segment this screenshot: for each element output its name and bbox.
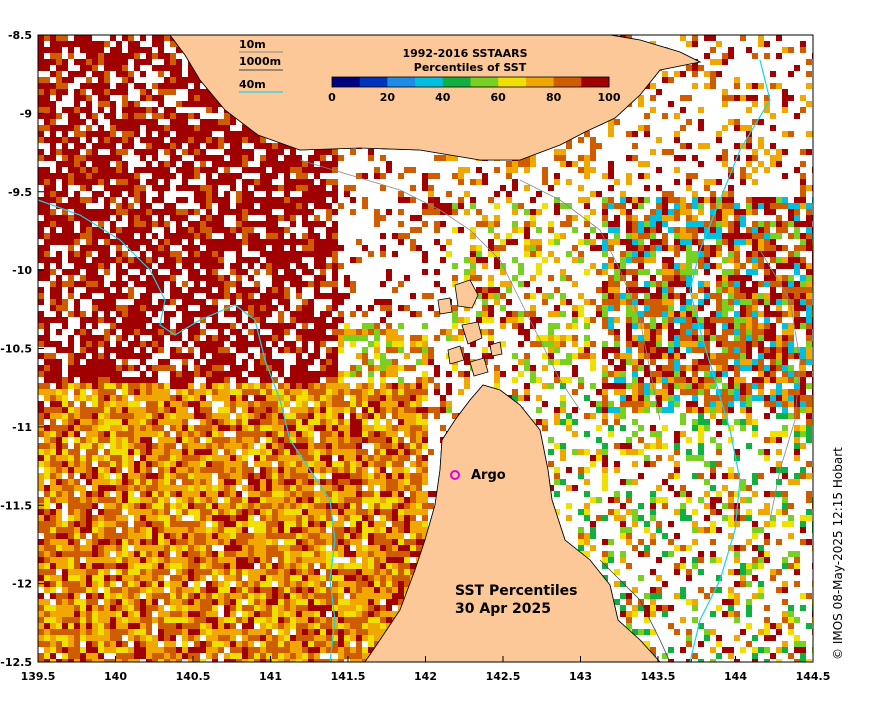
contour-10m-line [299,159,581,411]
colorbar-cell [359,77,388,87]
colorbar-cell [415,77,444,87]
colorbar-tick-label: 80 [546,91,562,104]
colorbar-title-line1: 1992-2016 SSTAARS [402,47,527,60]
argo-label: Argo [471,468,506,483]
x-tick-label: 142 [414,670,437,683]
contour-legend-label-40m: 40m [239,78,266,91]
x-tick-label: 141 [259,670,282,683]
y-tick-label: -10.5 [0,343,32,356]
contour-10m-line [519,179,661,421]
colorbar-tick-label: 40 [435,91,451,104]
island [469,357,489,377]
x-tick-label: 143.5 [641,670,676,683]
contour-1000m-line [599,559,671,662]
contour-40m-line [689,59,771,662]
y-tick-label: -9 [20,107,32,120]
x-tick-label: 144 [724,670,747,683]
colorbar-ticks: 0 20 40 60 80 100 [328,91,621,104]
y-tick-label: -11.5 [0,499,32,512]
x-tick-label: 142.5 [486,670,521,683]
x-tick-label: 144.5 [796,670,831,683]
x-tick-label: 140.5 [176,670,211,683]
y-tick-label: -12 [12,578,32,591]
colorbar-cells [332,77,610,87]
contour-legend-label-1000m: 1000m [239,55,281,68]
panel-title-line1: SST Percentiles [455,583,578,599]
y-tick-label: -12.5 [0,656,32,669]
colorbar-tick-label: 60 [491,91,507,104]
colorbar-tick-label: 0 [328,91,336,104]
y-tick-label: -9.5 [8,186,32,199]
colorbar-cell [581,77,610,87]
island [461,321,483,345]
contour-40m-line [38,199,336,662]
colorbar-cell [525,77,555,87]
colorbar-cell [387,77,416,87]
colorbar-cell [498,77,527,87]
x-tick-label: 143 [569,670,592,683]
colorbar-cell [332,77,361,87]
island [437,297,453,315]
colorbar-tick-label: 20 [380,91,396,104]
contour-legend-label-10m: 10m [239,38,266,51]
y-tick-label: -11 [12,421,32,434]
x-tick-label: 141.5 [331,670,366,683]
imos-credit: © IMOS 08-May-2025 12:15 Hobart [831,447,845,660]
panel-title-line2: 30 Apr 2025 [455,601,551,617]
colorbar-frame [331,76,610,88]
x-axis: 139.5 140 140.5 141 141.5 142 142.5 143 143.5 144… [21,656,831,683]
island [447,345,465,365]
y-tick-label: -10 [12,264,32,277]
colorbar-cell [553,77,582,87]
colorbar-cell [442,77,471,87]
island [454,279,479,309]
colorbar: 1992-2016 SSTAARS Percentiles of SST 0 20… [328,47,621,104]
island [489,341,503,357]
colorbar-title-line2: Percentiles of SST [414,61,527,74]
x-tick-label: 140 [104,670,127,683]
y-axis: -8.5 -9 -9.5 -10 -10.5 -11 -11.5 -12 -12.5 [0,29,44,669]
argo-float-marker [450,470,460,480]
x-tick-label: 139.5 [21,670,56,683]
contour-layer [38,59,801,662]
contour-10m-line [759,249,801,521]
contour-legend: 10m 1000m 40m [239,38,283,93]
y-tick-label: -8.5 [8,29,32,42]
colorbar-cell [470,77,499,87]
colorbar-tick-label: 100 [598,91,621,104]
